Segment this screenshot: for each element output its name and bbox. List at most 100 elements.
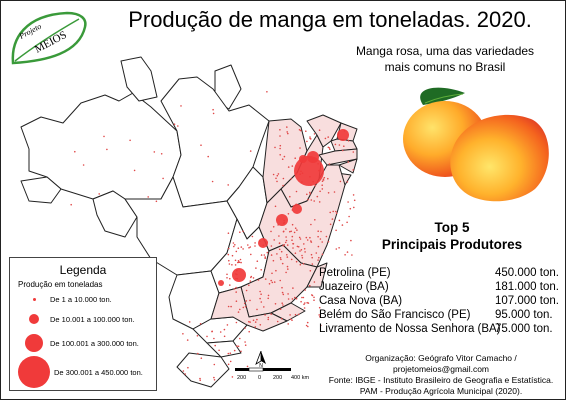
- production-dot: [285, 239, 288, 242]
- production-dot: [244, 341, 246, 343]
- state-pe: [318, 148, 358, 166]
- production-dot: [270, 230, 272, 233]
- production-dot: [313, 296, 315, 299]
- production-dot: [309, 191, 311, 194]
- producer-tons: 95.000 ton.: [495, 309, 553, 321]
- production-dot: [295, 260, 298, 263]
- production-dot: [285, 236, 287, 238]
- production-dot: [279, 129, 281, 131]
- production-dot: [257, 279, 260, 281]
- production-dot: [350, 239, 352, 242]
- production-dot: [267, 318, 270, 321]
- production-dot: [245, 289, 248, 292]
- production-dot: [338, 247, 340, 249]
- production-dot: [321, 253, 324, 256]
- production-dot: [254, 242, 256, 244]
- map-legend: Legenda Produção em toneladas De 1 a 10.…: [9, 257, 157, 391]
- production-dot: [309, 193, 312, 195]
- production-dot: [313, 133, 316, 135]
- mango-caption-line2: mais comuns no Brasil: [384, 60, 506, 74]
- production-dot: [299, 263, 302, 266]
- production-dot: [278, 248, 281, 251]
- production-dot: [300, 300, 302, 303]
- production-dot: [314, 219, 316, 221]
- state-rr: [120, 56, 158, 102]
- production-dot: [319, 316, 321, 318]
- production-dot: [260, 254, 263, 256]
- production-dot: [228, 259, 230, 262]
- production-dot: [286, 131, 289, 133]
- production-dot: [252, 319, 255, 322]
- production-dot: [317, 245, 320, 248]
- state-rs: [176, 352, 230, 388]
- production-dot: [353, 206, 355, 209]
- production-dot: [228, 263, 231, 265]
- production-circle-juazeiro: [307, 151, 319, 163]
- production-dot: [227, 305, 230, 308]
- production-dot: [256, 260, 259, 262]
- production-dot: [306, 321, 309, 324]
- production-dot: [329, 223, 332, 226]
- production-dot: [320, 324, 322, 327]
- production-dot: [292, 287, 294, 289]
- production-dot: [296, 245, 299, 248]
- production-dot: [264, 278, 267, 280]
- legend-item-class3: De 100.001 a 300.000 ton.: [50, 339, 139, 348]
- production-dot: [237, 345, 240, 348]
- production-dot: [335, 248, 338, 250]
- north-arrow-icon: N: [255, 350, 266, 369]
- production-dot: [318, 129, 321, 131]
- production-dot: [103, 135, 105, 138]
- production-dot: [351, 254, 353, 256]
- production-dot: [232, 242, 235, 244]
- production-dot: [239, 308, 241, 311]
- production-dot: [305, 324, 308, 327]
- production-dot: [310, 253, 313, 256]
- production-dot: [339, 180, 342, 183]
- production-dot: [250, 276, 252, 279]
- production-dot: [270, 245, 273, 247]
- production-dot: [264, 314, 266, 316]
- leaf-logo-icon: Projeto MEIOS: [11, 11, 87, 65]
- production-dot: [286, 256, 289, 258]
- production-dot: [263, 254, 266, 256]
- list-item: Livramento de Nossa Senhora (BA) 75.000 …: [319, 322, 563, 336]
- producer-tons: 107.000 ton.: [495, 295, 559, 307]
- production-dot: [303, 248, 306, 250]
- production-dot: [277, 173, 280, 175]
- production-dot: [291, 165, 294, 167]
- production-dot: [248, 330, 250, 333]
- production-dot: [237, 261, 239, 264]
- production-dot: [270, 279, 273, 282]
- production-dot: [218, 349, 220, 352]
- production-circle-sp-west: [218, 280, 224, 286]
- production-dot: [260, 293, 262, 296]
- production-dot: [295, 190, 298, 193]
- producer-city: Juazeiro (BA): [319, 281, 389, 293]
- production-dot: [317, 235, 319, 238]
- production-dot: [283, 155, 286, 158]
- production-dot: [238, 261, 241, 263]
- production-dot: [301, 257, 304, 259]
- production-dot: [347, 161, 350, 163]
- scale-label-200-right: 200: [273, 375, 282, 381]
- production-dot: [349, 207, 352, 210]
- production-dot: [281, 291, 284, 294]
- credits-line2: projetomeios@gmail.com: [392, 364, 490, 374]
- production-dot: [274, 205, 277, 208]
- production-dot: [271, 272, 273, 275]
- production-dot: [247, 244, 249, 246]
- production-dot: [267, 297, 270, 300]
- production-dot: [268, 283, 271, 285]
- production-dot: [289, 314, 291, 316]
- production-dot: [278, 235, 280, 237]
- production-dot: [271, 281, 274, 284]
- production-dot: [227, 232, 230, 234]
- production-dot: [300, 249, 303, 251]
- production-dot: [310, 223, 312, 226]
- production-dot: [227, 363, 230, 366]
- production-dot: [327, 241, 330, 243]
- production-dot: [322, 178, 325, 180]
- production-dot: [270, 254, 273, 256]
- list-item: Belém do São Francisco (PE) 95.000 ton.: [319, 308, 563, 322]
